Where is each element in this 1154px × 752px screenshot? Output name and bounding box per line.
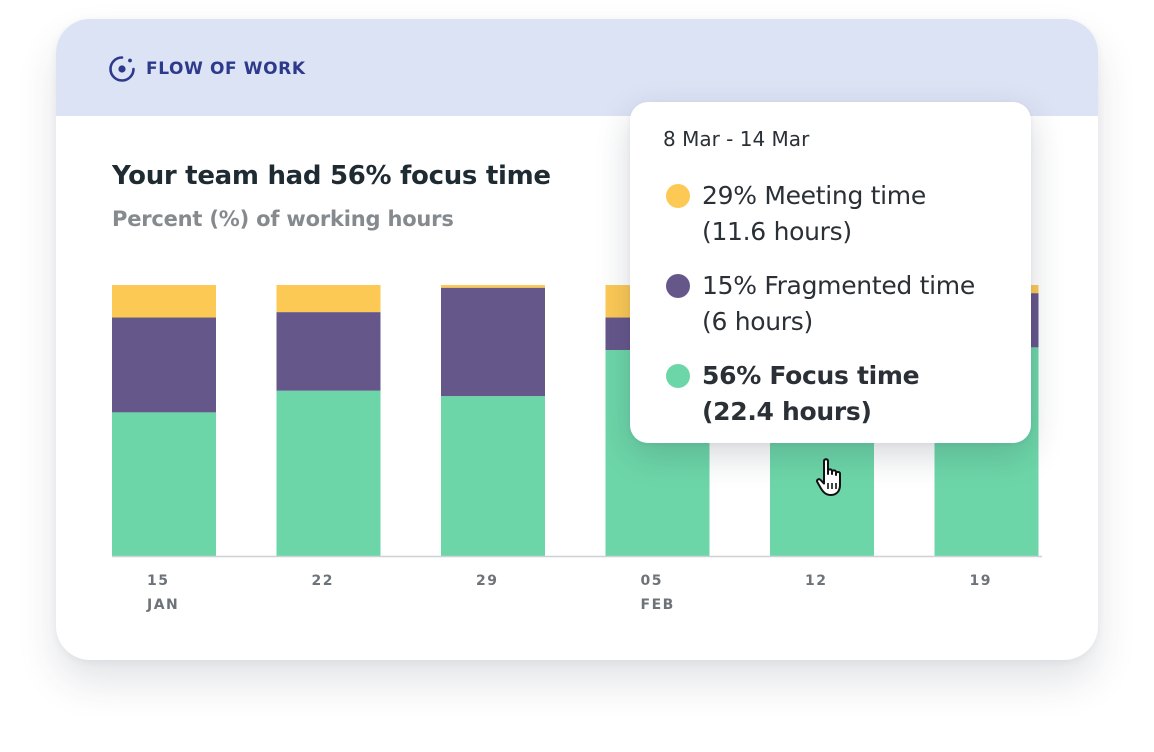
hand-pointer-icon [816, 458, 841, 496]
fragmented-hours-label: (6 hours) [702, 307, 813, 336]
focus-percent-label: 56% Focus time [702, 361, 920, 390]
x-tick-label: 29 [476, 573, 498, 589]
bar-meeting-22[interactable] [276, 285, 381, 313]
bar-focus-15[interactable] [112, 412, 216, 556]
bar-fragmented-22[interactable] [276, 312, 381, 391]
chart-subtitle: Percent (%) of working hours [112, 207, 454, 231]
focus-hours-label: (22.4 hours) [702, 397, 872, 426]
meeting-legend-dot [666, 184, 690, 208]
bar-meeting-15[interactable] [112, 285, 216, 318]
tooltip-item-meeting: 29% Meeting time (11.6 hours) [666, 178, 926, 250]
fragmented-percent-label: 15% Fragmented time [702, 271, 975, 300]
bar-fragmented-29[interactable] [441, 287, 545, 397]
tooltip-item-focus: 56% Focus time (22.4 hours) [666, 358, 920, 430]
tooltip-text-focus: 56% Focus time (22.4 hours) [702, 358, 920, 430]
x-tick-label: 22 [312, 573, 334, 589]
tooltip-text-meeting: 29% Meeting time (11.6 hours) [702, 178, 926, 250]
brand-name: FLOW OF WORK [146, 59, 306, 79]
card-header: FLOW OF WORK [56, 19, 1098, 116]
fragmented-legend-dot [666, 274, 690, 298]
bar-fragmented-15[interactable] [112, 317, 216, 413]
x-tick-label: 19 [970, 573, 992, 589]
chart-title: Your team had 56% focus time [112, 161, 551, 191]
x-tick-label: 05 [641, 573, 663, 589]
bar-meeting-29[interactable] [441, 285, 545, 288]
meeting-hours-label: (11.6 hours) [702, 217, 852, 246]
tooltip-date-range: 8 Mar - 14 Mar [663, 127, 810, 151]
bar-focus-22[interactable] [276, 390, 381, 556]
focus-legend-dot [666, 364, 690, 388]
tooltip-text-fragmented: 15% Fragmented time (6 hours) [702, 268, 975, 340]
x-tick-label: 15 [147, 573, 169, 589]
bar-focus-29[interactable] [441, 396, 545, 556]
tooltip-item-fragmented: 15% Fragmented time (6 hours) [666, 268, 975, 340]
x-tick-month-label: FEB [641, 597, 675, 613]
target-dot-icon [109, 56, 135, 82]
x-tick-month-label: JAN [146, 597, 179, 613]
meeting-percent-label: 29% Meeting time [702, 181, 926, 210]
x-tick-label: 12 [805, 573, 827, 589]
week-tooltip: 8 Mar - 14 Mar 29% Meeting time (11.6 ho… [630, 102, 1031, 443]
brand: FLOW OF WORK [108, 55, 306, 83]
